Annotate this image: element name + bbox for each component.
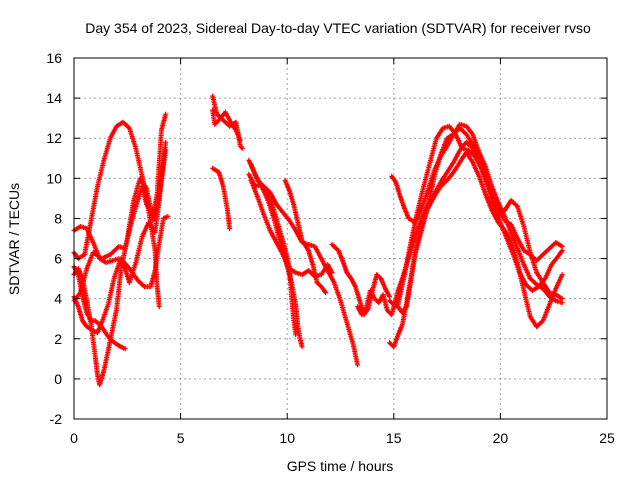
data-markers-trace-14 <box>282 177 329 296</box>
data-markers-trace-15 <box>329 242 392 318</box>
x-tick-label: 10 <box>279 430 295 446</box>
plot-frame <box>73 57 608 420</box>
series-trace-9 <box>210 165 233 231</box>
x-tick-label: 20 <box>493 430 509 446</box>
x-tick-label: 5 <box>177 430 185 446</box>
x-axis-label: GPS time / hours <box>287 458 394 474</box>
y-tick-label: -2 <box>50 411 63 427</box>
x-tick-label: 15 <box>386 430 402 446</box>
series-trace-8 <box>210 107 243 143</box>
x-tick-label: 25 <box>599 430 615 446</box>
y-axis-label: SDTVAR / TECUs <box>6 183 22 295</box>
y-tick-label: 8 <box>54 210 62 226</box>
y-tick-label: 2 <box>54 331 62 347</box>
chart-title: Day 354 of 2023, Sidereal Day-to-day VTE… <box>85 20 591 36</box>
ticks: 0 5 10 15 20 25 -2 0 2 4 6 8 10 12 14 16 <box>46 50 615 446</box>
y-tick-label: 14 <box>46 90 62 106</box>
y-tick-label: 4 <box>54 291 62 307</box>
x-tick-label: 0 <box>70 430 78 446</box>
data-markers-trace-17 <box>387 149 565 350</box>
y-tick-label: 6 <box>54 251 62 267</box>
y-tick-label: 16 <box>46 50 62 66</box>
y-tick-label: 0 <box>54 371 62 387</box>
y-tick-label: 12 <box>46 130 62 146</box>
series-trace-15 <box>329 242 392 318</box>
data-layer <box>71 93 565 388</box>
data-markers-trace-8 <box>210 107 243 143</box>
data-markers-trace-9 <box>210 165 233 231</box>
series-trace-13 <box>248 177 335 280</box>
data-markers-trace-13 <box>248 177 335 280</box>
data-markers-trace-20 <box>387 121 565 316</box>
series-trace-20 <box>387 121 565 316</box>
series-trace-14 <box>282 177 329 296</box>
series-trace-17 <box>387 149 565 350</box>
y-tick-label: 10 <box>46 170 62 186</box>
